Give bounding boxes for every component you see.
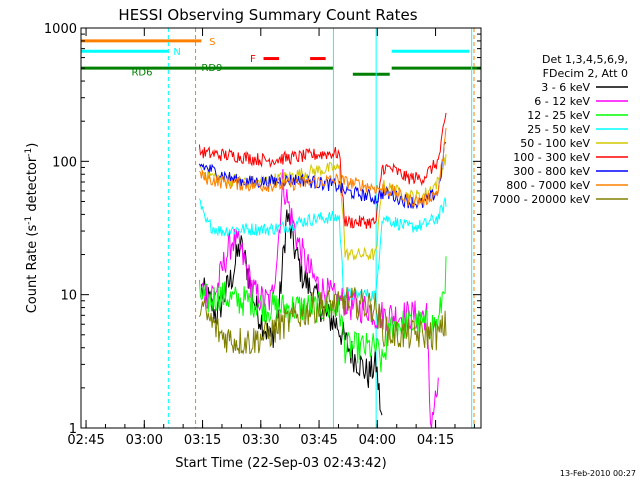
- x-tick-label: 03:30: [242, 433, 279, 448]
- x-tick-label: 04:00: [359, 433, 396, 448]
- legend-label-300-800-kev: 300 - 800 keV: [513, 165, 590, 178]
- flag-lines: [81, 39, 481, 76]
- y-axis-label: Count Rate (s-1 detector-1): [24, 143, 40, 314]
- series-line-7000-20000-kev: [198, 287, 447, 356]
- y-tick-label: 1000: [44, 22, 77, 37]
- x-axis-label: Start Time (22-Sep-03 02:43:42): [175, 456, 386, 471]
- flag-label-s: S: [209, 37, 215, 48]
- series-line-6-12-kev: [200, 168, 439, 429]
- plot-frame: [80, 27, 482, 429]
- legend-label-6-12-kev: 6 - 12 keV: [534, 95, 590, 108]
- chart-title: HESSI Observing Summary Count Rates: [118, 6, 417, 24]
- vertical-markers: [167, 28, 475, 428]
- series-line-3-6-kev: [200, 209, 383, 416]
- legend-label-3-6-kev: 3 - 6 keV: [541, 81, 590, 94]
- series-line-800-7000-kev: [199, 127, 447, 208]
- flag-label-rd9: RD9: [201, 63, 222, 74]
- x-tick-label: 03:00: [126, 433, 163, 448]
- y-tick-label: 1: [69, 422, 77, 437]
- series-line-100-300-kev: [198, 112, 447, 229]
- x-tick-label: 04:15: [417, 433, 454, 448]
- legend-label-7000-20000-kev: 7000 - 20000 keV: [492, 193, 590, 206]
- flag-labels: S N RD6 RD9 F: [131, 37, 256, 79]
- plot-area: [81, 28, 481, 429]
- timestamp: 13-Feb-2010 00:27: [560, 469, 636, 478]
- x-axis-ticks: 02:45 03:00 03:15 03:30 03:45 04:00 04:15: [67, 28, 475, 448]
- x-tick-label: 03:15: [184, 433, 221, 448]
- y-axis-ticks: 1 10 100 1000: [44, 22, 481, 437]
- legend-label-25-50-kev: 25 - 50 keV: [527, 123, 590, 136]
- legend: Det 1,3,4,5,6,9,FDecim 2, Att 03 - 6 keV…: [492, 53, 628, 206]
- legend-header: FDecim 2, Att 0: [543, 67, 628, 80]
- legend-header: Det 1,3,4,5,6,9,: [542, 53, 628, 66]
- flag-label-n: N: [173, 47, 180, 58]
- y-tick-label: 10: [60, 289, 77, 304]
- flag-label-f: F: [250, 54, 256, 65]
- x-tick-label: 03:45: [300, 433, 337, 448]
- flag-label-rd6: RD6: [131, 68, 152, 79]
- series-line-25-50-kev: [198, 197, 447, 303]
- y-tick-label: 100: [52, 155, 77, 170]
- legend-label-50-100-kev: 50 - 100 keV: [520, 137, 590, 150]
- x-tick-label: 02:45: [67, 433, 104, 448]
- legend-label-800-7000-kev: 800 - 7000 keV: [506, 179, 590, 192]
- legend-label-100-300-kev: 100 - 300 keV: [513, 151, 590, 164]
- series-lines: [198, 112, 447, 429]
- legend-label-12-25-kev: 12 - 25 keV: [527, 109, 590, 122]
